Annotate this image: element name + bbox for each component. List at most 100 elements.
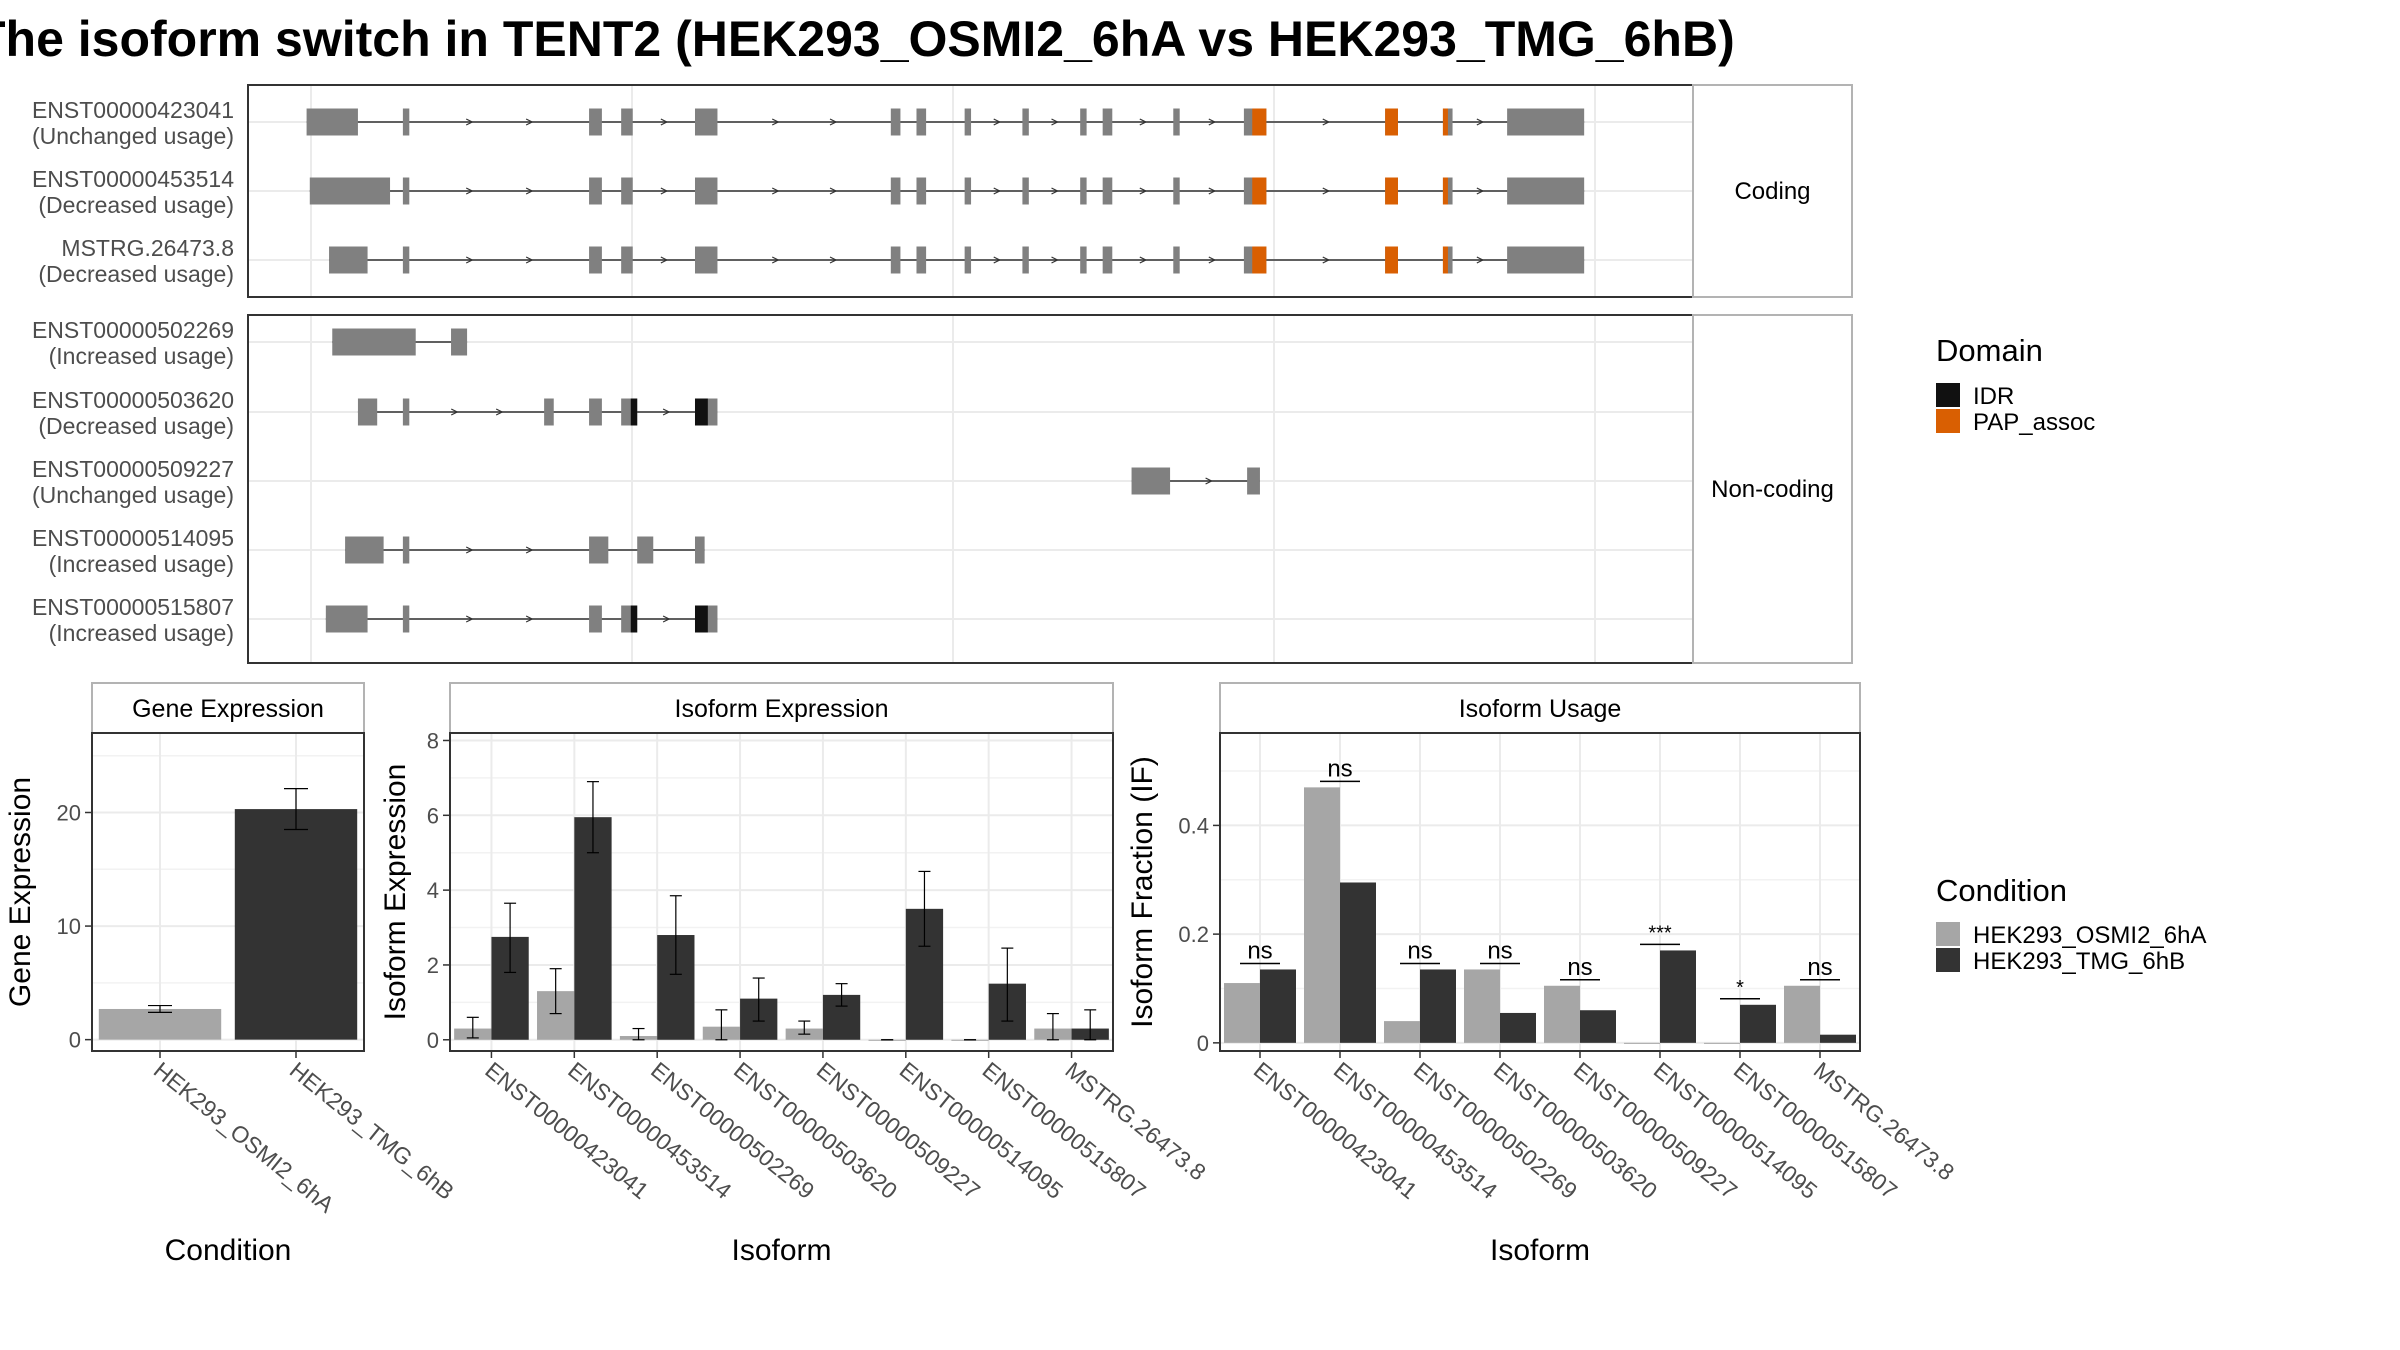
exon — [637, 536, 654, 564]
exon — [916, 108, 927, 136]
strand-arrow — [829, 187, 838, 195]
strand-arrow — [660, 187, 669, 195]
exon — [332, 328, 416, 356]
exon — [1173, 108, 1180, 136]
bar-condition-b — [1340, 882, 1376, 1043]
exon — [306, 108, 358, 136]
condition-a-legend-swatch — [1936, 922, 1960, 946]
isoform-id-label: ENST00000423041 — [32, 97, 234, 123]
bar-condition-b — [1260, 969, 1296, 1043]
transcript-row — [345, 536, 705, 564]
y-axis-title: Isoform Expression — [379, 764, 412, 1021]
y-tick-label: 8 — [427, 728, 439, 753]
strand-arrow — [662, 615, 671, 623]
exon — [1507, 246, 1585, 274]
transcript-row — [1131, 467, 1260, 495]
strand-arrow — [1139, 187, 1148, 195]
y-tick-label: 6 — [427, 803, 439, 828]
strand-arrow — [465, 118, 474, 126]
exon — [402, 246, 410, 274]
exon — [1080, 108, 1087, 136]
coding-panel: Coding — [247, 84, 1853, 298]
strand-arrow — [660, 118, 669, 126]
gene-expression-chart: Gene Expression01020HEK293_OSMI2_6hAHEK2… — [4, 682, 459, 1267]
significance-label: * — [1736, 977, 1744, 999]
strand-arrow — [660, 256, 669, 264]
x-axis-title: Isoform — [731, 1234, 831, 1267]
bar-condition-b — [574, 817, 612, 1040]
exon — [589, 177, 602, 205]
significance-label: ns — [1407, 937, 1432, 964]
exon — [402, 177, 410, 205]
exon — [1102, 108, 1113, 136]
domain-legend-label: IDR — [1973, 383, 2014, 410]
exon — [964, 177, 972, 205]
exon — [402, 536, 410, 564]
exon — [694, 108, 718, 136]
bar-condition-a — [1704, 1042, 1740, 1044]
strand-arrow — [771, 256, 780, 264]
exon — [1131, 467, 1171, 495]
exon — [589, 605, 602, 633]
isoform-usage-label: (Decreased usage) — [38, 413, 234, 439]
idr-domain — [630, 398, 638, 426]
exon — [698, 536, 705, 564]
bar-condition-b — [1740, 1004, 1776, 1043]
y-tick-label: 0 — [1197, 1031, 1209, 1056]
pap-assoc-domain — [1442, 246, 1448, 274]
bar-condition-b — [1580, 1010, 1616, 1043]
strand-arrow — [1322, 187, 1331, 195]
exon — [357, 398, 378, 426]
strand-arrow — [465, 546, 474, 554]
exon — [1080, 177, 1087, 205]
chart-title: Isoform Expression — [675, 695, 889, 723]
isoform-id-label: ENST00000509227 — [32, 456, 234, 482]
exon — [1507, 177, 1585, 205]
transcript-row — [329, 246, 1585, 274]
x-tick-label: MSTRG.26473.8 — [1809, 1057, 1959, 1186]
strand-arrow — [525, 118, 534, 126]
y-tick-label: 4 — [427, 878, 439, 903]
exon — [589, 246, 602, 274]
bar — [98, 1008, 222, 1040]
transcript-row — [306, 108, 1585, 136]
strand-arrow — [465, 256, 474, 264]
y-tick-label: 0.2 — [1178, 922, 1209, 947]
exon — [1507, 108, 1585, 136]
bar-condition-a — [1304, 787, 1340, 1043]
facet-strip-label: Non-coding — [1711, 476, 1834, 503]
isoform-usage-label: (Increased usage) — [49, 551, 234, 577]
facet-strip — [91, 682, 365, 734]
facet-strip — [1219, 682, 1861, 734]
strand-arrow — [771, 187, 780, 195]
condition-legend-label: HEK293_TMG_6hB — [1973, 948, 2185, 975]
isoform-usage-label: (Decreased usage) — [38, 192, 234, 218]
exon — [1173, 177, 1180, 205]
transcript-row — [357, 398, 718, 426]
exon — [1247, 467, 1260, 495]
exon — [694, 536, 702, 564]
x-axis-title: Condition — [165, 1234, 292, 1267]
strand-arrow — [1139, 118, 1148, 126]
facet-strip-label: Coding — [1734, 178, 1810, 205]
strand-arrow — [829, 256, 838, 264]
strand-arrow — [525, 546, 534, 554]
isoform-usage-label: (Unchanged usage) — [32, 123, 234, 149]
x-axis-title: Isoform — [1490, 1234, 1590, 1267]
facet-strip — [449, 682, 1114, 734]
strand-arrow — [465, 187, 474, 195]
exon — [621, 177, 633, 205]
strand-arrow — [1051, 187, 1059, 195]
panel-border — [1219, 732, 1861, 1052]
isoform-id-label: ENST00000503620 — [32, 387, 234, 413]
strand-arrow — [1476, 118, 1485, 126]
exon — [621, 108, 633, 136]
exon — [621, 246, 633, 274]
condition-b-legend-swatch — [1936, 948, 1960, 972]
strand-arrow — [829, 118, 838, 126]
isoform-id-label: MSTRG.26473.8 — [61, 235, 234, 261]
exon — [451, 328, 468, 356]
y-axis-title: Gene Expression — [4, 777, 37, 1007]
strand-arrow — [1476, 256, 1485, 264]
